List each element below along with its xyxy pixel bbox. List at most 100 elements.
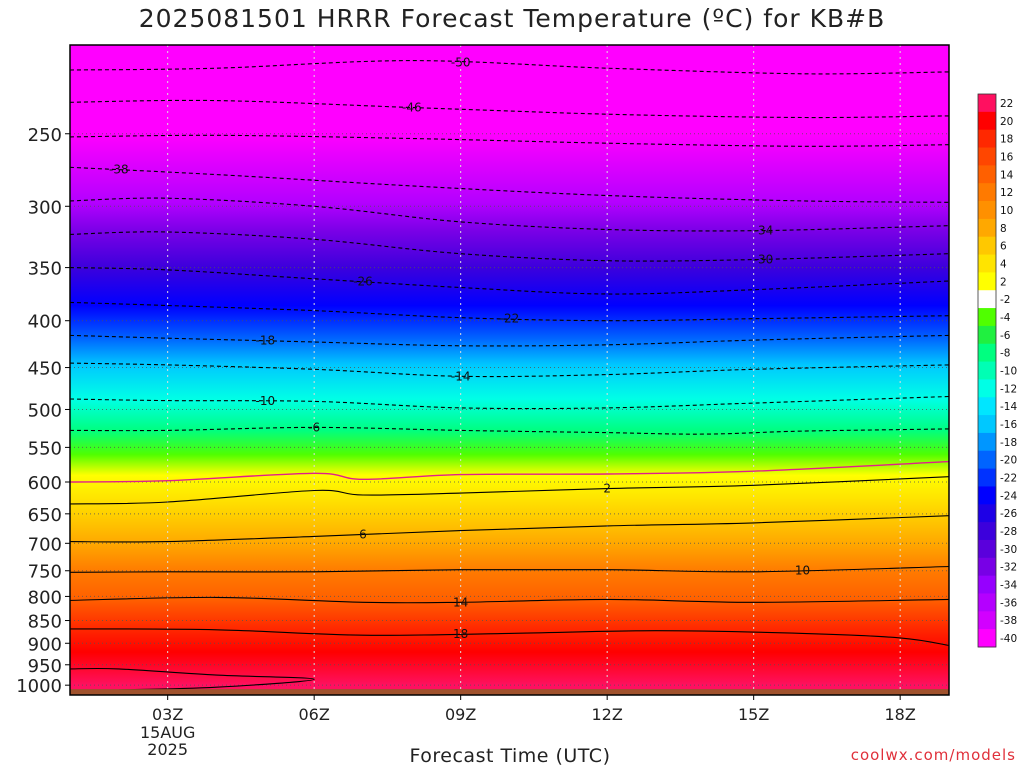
isotherm-label-10: 10 <box>795 563 810 577</box>
colorbar-swatch--14 <box>978 397 996 416</box>
y-tick-label-250: 250 <box>28 125 62 146</box>
colorbar-swatch--2 <box>978 290 996 309</box>
isotherm--26 <box>70 267 949 295</box>
chart-title: 2025081501 HRRR Forecast Temperature (ºC… <box>138 4 886 33</box>
colorbar-swatch--32 <box>978 557 996 577</box>
colorbar-label--32: -32 <box>1000 562 1017 574</box>
y-tick-label-800: 800 <box>28 587 62 608</box>
y-tick-label-950: 950 <box>28 656 62 677</box>
colorbar-swatch--22 <box>978 468 996 487</box>
isotherm-label--14: -14 <box>451 369 471 383</box>
isotherm-label-2: 2 <box>603 482 611 496</box>
colorbar-label--28: -28 <box>1000 526 1017 538</box>
colorbar-frame <box>977 93 997 648</box>
isotherm-label-6: 6 <box>359 527 367 541</box>
colorbar-label--34: -34 <box>1000 580 1017 592</box>
colorbar-swatch--26 <box>978 504 996 523</box>
isotherm--10 <box>70 395 949 410</box>
x-tick-label-18Z: 18Z <box>885 705 916 724</box>
isotherm-label--38: -38 <box>109 163 129 177</box>
colorbar-label-2: 2 <box>1000 276 1007 288</box>
colorbar-swatch-12 <box>978 183 996 202</box>
y-tick-label-650: 650 <box>28 505 62 526</box>
isotherm-label-14: 14 <box>453 595 468 609</box>
y-tick-label-850: 850 <box>28 612 62 633</box>
x-tick-label-15Z: 15Z <box>738 705 769 724</box>
isotherm-label--26: -26 <box>353 275 373 289</box>
colorbar-swatch-22 <box>978 94 996 113</box>
isotherm--22 <box>70 301 949 322</box>
isotherm-2 <box>70 476 949 505</box>
isotherm-label--6: -6 <box>308 420 320 434</box>
isotherm-6 <box>70 515 949 543</box>
colorbar-swatch-4 <box>978 254 996 273</box>
colorbar-swatch--16 <box>978 415 996 434</box>
colorbar-swatch-18 <box>978 129 996 149</box>
colorbar-label--38: -38 <box>1000 615 1017 627</box>
colorbar-swatch--36 <box>978 593 996 612</box>
colorbar-swatch--18 <box>978 432 996 452</box>
y-tick-label-700: 700 <box>28 534 62 555</box>
colorbar: 22 20 18 16 14 12 10 8 6 4 2 -2 -4 -6 -8 -10 -12 -14 -16 -1… <box>977 93 1017 648</box>
colorbar-swatch-2 <box>978 272 996 291</box>
isotherm-label--18: -18 <box>256 334 276 348</box>
y-tick-label-300: 300 <box>28 197 62 218</box>
x-tick-sublabel: 2025 <box>147 740 188 759</box>
colorbar-label-20: 20 <box>1000 116 1013 128</box>
colorbar-label--40: -40 <box>1000 633 1017 645</box>
isotherm-10 <box>70 565 949 573</box>
colorbar-swatch--10 <box>978 361 996 380</box>
isotherm-label--34: -34 <box>754 223 774 237</box>
colorbar-label--6: -6 <box>1000 330 1011 342</box>
isotherm--18 <box>70 334 949 347</box>
colorbar-label--16: -16 <box>1000 419 1017 431</box>
isotherm-contours: -50 -46 -38 -34 -30 -26 -22 -18 -14 -10 -6 2 6 10 14 18 <box>70 56 949 691</box>
pressure-grid <box>70 133 949 686</box>
isotherm-18 <box>70 628 949 647</box>
colorbar-swatch-6 <box>978 236 996 256</box>
colorbar-label-16: 16 <box>1000 151 1014 163</box>
colorbar-label--20: -20 <box>1000 455 1017 467</box>
isotherm--14 <box>70 362 949 378</box>
colorbar-label--24: -24 <box>1000 490 1017 502</box>
colorbar-swatch--28 <box>978 522 996 541</box>
colorbar-swatch--12 <box>978 379 996 398</box>
credit-link[interactable]: coolwx.com/models <box>850 746 1016 764</box>
isotherm-label--46: -46 <box>402 100 422 114</box>
isotherm--38 <box>70 166 949 203</box>
y-tick-label-900: 900 <box>28 634 62 655</box>
x-tick-label-12Z: 12Z <box>592 705 623 724</box>
colorbar-label--18: -18 <box>1000 437 1017 449</box>
colorbar-swatch-14 <box>978 165 996 184</box>
colorbar-swatch--20 <box>978 450 996 470</box>
colorbar-swatch-16 <box>978 147 996 166</box>
y-tick-label-1000: 1000 <box>16 676 62 697</box>
colorbar-label--4: -4 <box>1000 312 1011 324</box>
colorbar-swatch--34 <box>978 575 996 594</box>
colorbar-label--2: -2 <box>1000 294 1010 306</box>
isotherm--34 <box>70 197 949 232</box>
x-tick-label-03Z: 03Z <box>152 705 183 724</box>
isotherm--30 <box>70 231 949 262</box>
y-axis: 2503003504004505005506006507007508008509… <box>16 125 70 697</box>
colorbar-label--36: -36 <box>1000 597 1017 609</box>
isotherm-20 <box>70 667 315 691</box>
colorbar-label--10: -10 <box>1000 366 1017 378</box>
colorbar-swatch--24 <box>978 486 996 505</box>
isotherm-label-18: 18 <box>453 627 468 641</box>
isotherm-label--10: -10 <box>256 394 276 408</box>
colorbar-label--22: -22 <box>1000 473 1017 485</box>
isotherm--6 <box>70 426 949 435</box>
colorbar-label-4: 4 <box>1000 258 1007 270</box>
colorbar-label--12: -12 <box>1000 383 1017 395</box>
colorbar-swatch--38 <box>978 611 996 630</box>
colorbar-label--14: -14 <box>1000 401 1017 413</box>
x-tick-sublabel: 15AUG <box>140 723 195 742</box>
colorbar-label--30: -30 <box>1000 544 1017 556</box>
y-tick-label-550: 550 <box>28 438 62 459</box>
plot-frame <box>69 44 950 696</box>
x-axis-label: Forecast Time (UTC) <box>409 745 611 767</box>
isotherm--42 <box>70 134 949 147</box>
ground <box>70 689 949 695</box>
